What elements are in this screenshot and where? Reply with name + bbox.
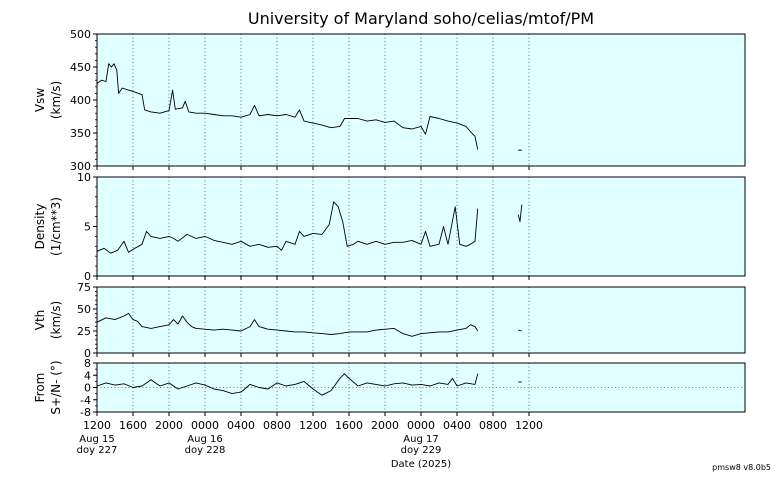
x-tick-label: 2000: [371, 419, 399, 432]
chart-title: University of Maryland soho/celias/mtof/…: [248, 9, 594, 28]
y-tick-label: 0: [84, 347, 91, 360]
panel-vsw: 300 350 400 450 500 Vsw (km/s): [33, 28, 746, 173]
x-tick-label: 0800: [263, 419, 291, 432]
x-date-label: Aug 16: [187, 434, 222, 445]
y-tick-label: 400: [70, 94, 91, 107]
y-axis-label: Vth: [33, 310, 47, 331]
y-tick-label: 8: [84, 357, 91, 370]
x-axis-label: Date (2025): [391, 459, 451, 470]
y-tick-label: -4: [80, 394, 91, 407]
version-label: pmsw8 v8.0b5: [712, 463, 771, 472]
y-tick-label: 0: [84, 382, 91, 395]
y-tick-label: 50: [77, 303, 91, 316]
x-tick-label: 1200: [83, 419, 111, 432]
x-tick-label: 1600: [335, 419, 363, 432]
y-axis-label: From: [33, 373, 47, 403]
x-tick-label: 1600: [119, 419, 147, 432]
x-tick-label: 1200: [299, 419, 327, 432]
y-axis-unit: (km/s): [49, 81, 63, 119]
x-tick-label: 2000: [155, 419, 183, 432]
x-tick-label: 0800: [479, 419, 507, 432]
series-line-from: [96, 373, 479, 396]
x-tick-label: 1200: [515, 419, 543, 432]
panel-vth: 0 25 50 75 Vth (km/s): [33, 281, 746, 360]
y-tick-label: 450: [70, 61, 91, 74]
y-tick-label: 5: [84, 221, 91, 234]
y-tick-label: 0: [84, 270, 91, 283]
series-line-vth: [518, 329, 522, 332]
x-tick-label: 0000: [407, 419, 435, 432]
x-date-label: Aug 17: [403, 434, 438, 445]
y-axis-unit: (km/s): [49, 301, 63, 339]
y-tick-label: 500: [70, 28, 91, 41]
y-axis-label: Vsw: [33, 88, 47, 112]
x-date-label: Aug 15: [79, 434, 114, 445]
series-line-density: [517, 204, 523, 223]
x-tick-label: 0400: [443, 419, 471, 432]
y-tick-label: 300: [70, 160, 91, 173]
y-tick-label: 75: [77, 281, 91, 294]
series-line-vth: [96, 312, 479, 337]
series-line-density: [96, 201, 479, 254]
x-doy-label: doy 228: [185, 445, 226, 456]
panel-density: 0 5 10 Density (1/cm**3): [33, 171, 746, 283]
x-tick-label: 0000: [191, 419, 219, 432]
y-tick-label: 10: [77, 171, 91, 184]
x-tick-label: 0400: [227, 419, 255, 432]
y-axis-label: Density: [33, 204, 47, 250]
x-doy-label: doy 227: [77, 445, 118, 456]
y-tick-label: 25: [77, 325, 91, 338]
y-tick-label: 4: [84, 369, 91, 382]
y-axis-unit: (1/cm**3): [49, 197, 63, 256]
y-tick-label: 350: [70, 127, 91, 140]
series-line-vsw: [96, 63, 479, 150]
y-axis-unit: S+/N- (°): [49, 360, 63, 414]
y-tick-label: -8: [80, 406, 91, 419]
x-doy-label: doy 229: [401, 445, 442, 456]
